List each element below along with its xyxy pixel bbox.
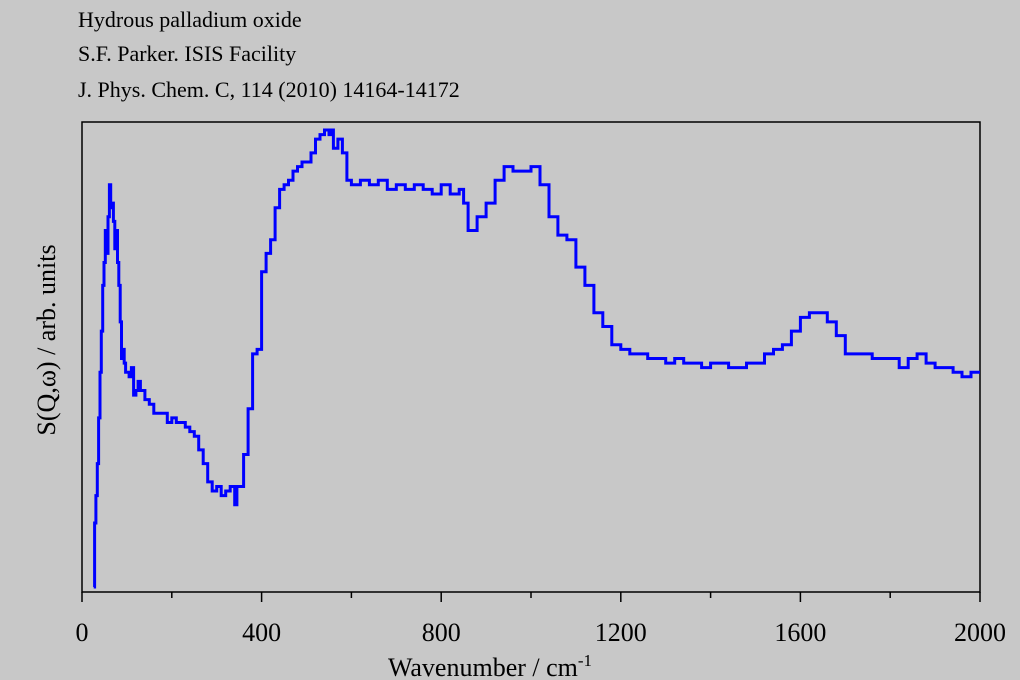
x-tick-label: 2000 — [954, 618, 1006, 647]
spectrum-line — [93, 128, 980, 589]
x-tick-label: 1600 — [774, 618, 826, 647]
x-tick-label: 800 — [422, 618, 461, 647]
y-axis-label: S(Q,ω) / arb. units — [32, 244, 61, 435]
x-tick-label: 400 — [242, 618, 281, 647]
x-tick-label: 0 — [76, 618, 89, 647]
x-axis-ticks: 0 400 800 1200 1600 2000 — [76, 592, 1006, 647]
header-line-3: J. Phys. Chem. C, 114 (2010) 14164-14172 — [78, 77, 460, 102]
header-line-1: Hydrous palladium oxide — [78, 7, 302, 32]
plot-frame — [81, 121, 981, 593]
header-line-2: S.F. Parker. ISIS Facility — [78, 41, 297, 66]
x-tick-label: 1200 — [595, 618, 647, 647]
x-axis-label: Wavenumber / cm-1 — [388, 651, 592, 680]
